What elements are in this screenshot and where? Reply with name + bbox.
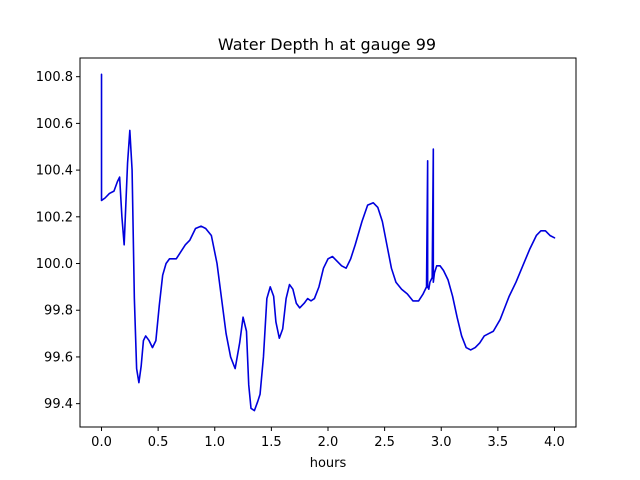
x-tick-label: 2.0 <box>318 435 339 450</box>
y-tick-label: 100.2 <box>36 210 73 225</box>
y-tick-label: 99.8 <box>44 304 73 319</box>
y-tick-label: 100.6 <box>36 117 73 132</box>
x-tick-label: 0.5 <box>148 435 169 450</box>
x-tick-label: 0.0 <box>91 435 112 450</box>
x-axis: 0.0 0.5 1.0 1.5 2.0 2.5 3.0 3.5 4.0 <box>91 427 565 450</box>
y-tick-label: 100.8 <box>36 70 73 85</box>
y-tick-label: 99.6 <box>44 350 73 365</box>
x-tick-label: 1.5 <box>261 435 282 450</box>
y-tick-label: 99.4 <box>44 397 73 412</box>
x-tick-label: 3.0 <box>431 435 452 450</box>
x-tick-label: 1.0 <box>204 435 225 450</box>
chart-title: Water Depth h at gauge 99 <box>218 35 436 54</box>
x-tick-label: 3.5 <box>488 435 509 450</box>
y-tick-label: 100.4 <box>36 164 73 179</box>
series-line <box>100 73 556 412</box>
y-axis: 99.4 99.6 99.8 100.0 100.2 100.4 100.6 100.8 <box>36 70 80 412</box>
y-tick-label: 100.0 <box>36 257 73 272</box>
x-axis-label: hours <box>310 456 347 471</box>
x-tick-label: 2.5 <box>374 435 395 450</box>
x-tick-label: 4.0 <box>544 435 565 450</box>
series-layer <box>100 73 556 412</box>
